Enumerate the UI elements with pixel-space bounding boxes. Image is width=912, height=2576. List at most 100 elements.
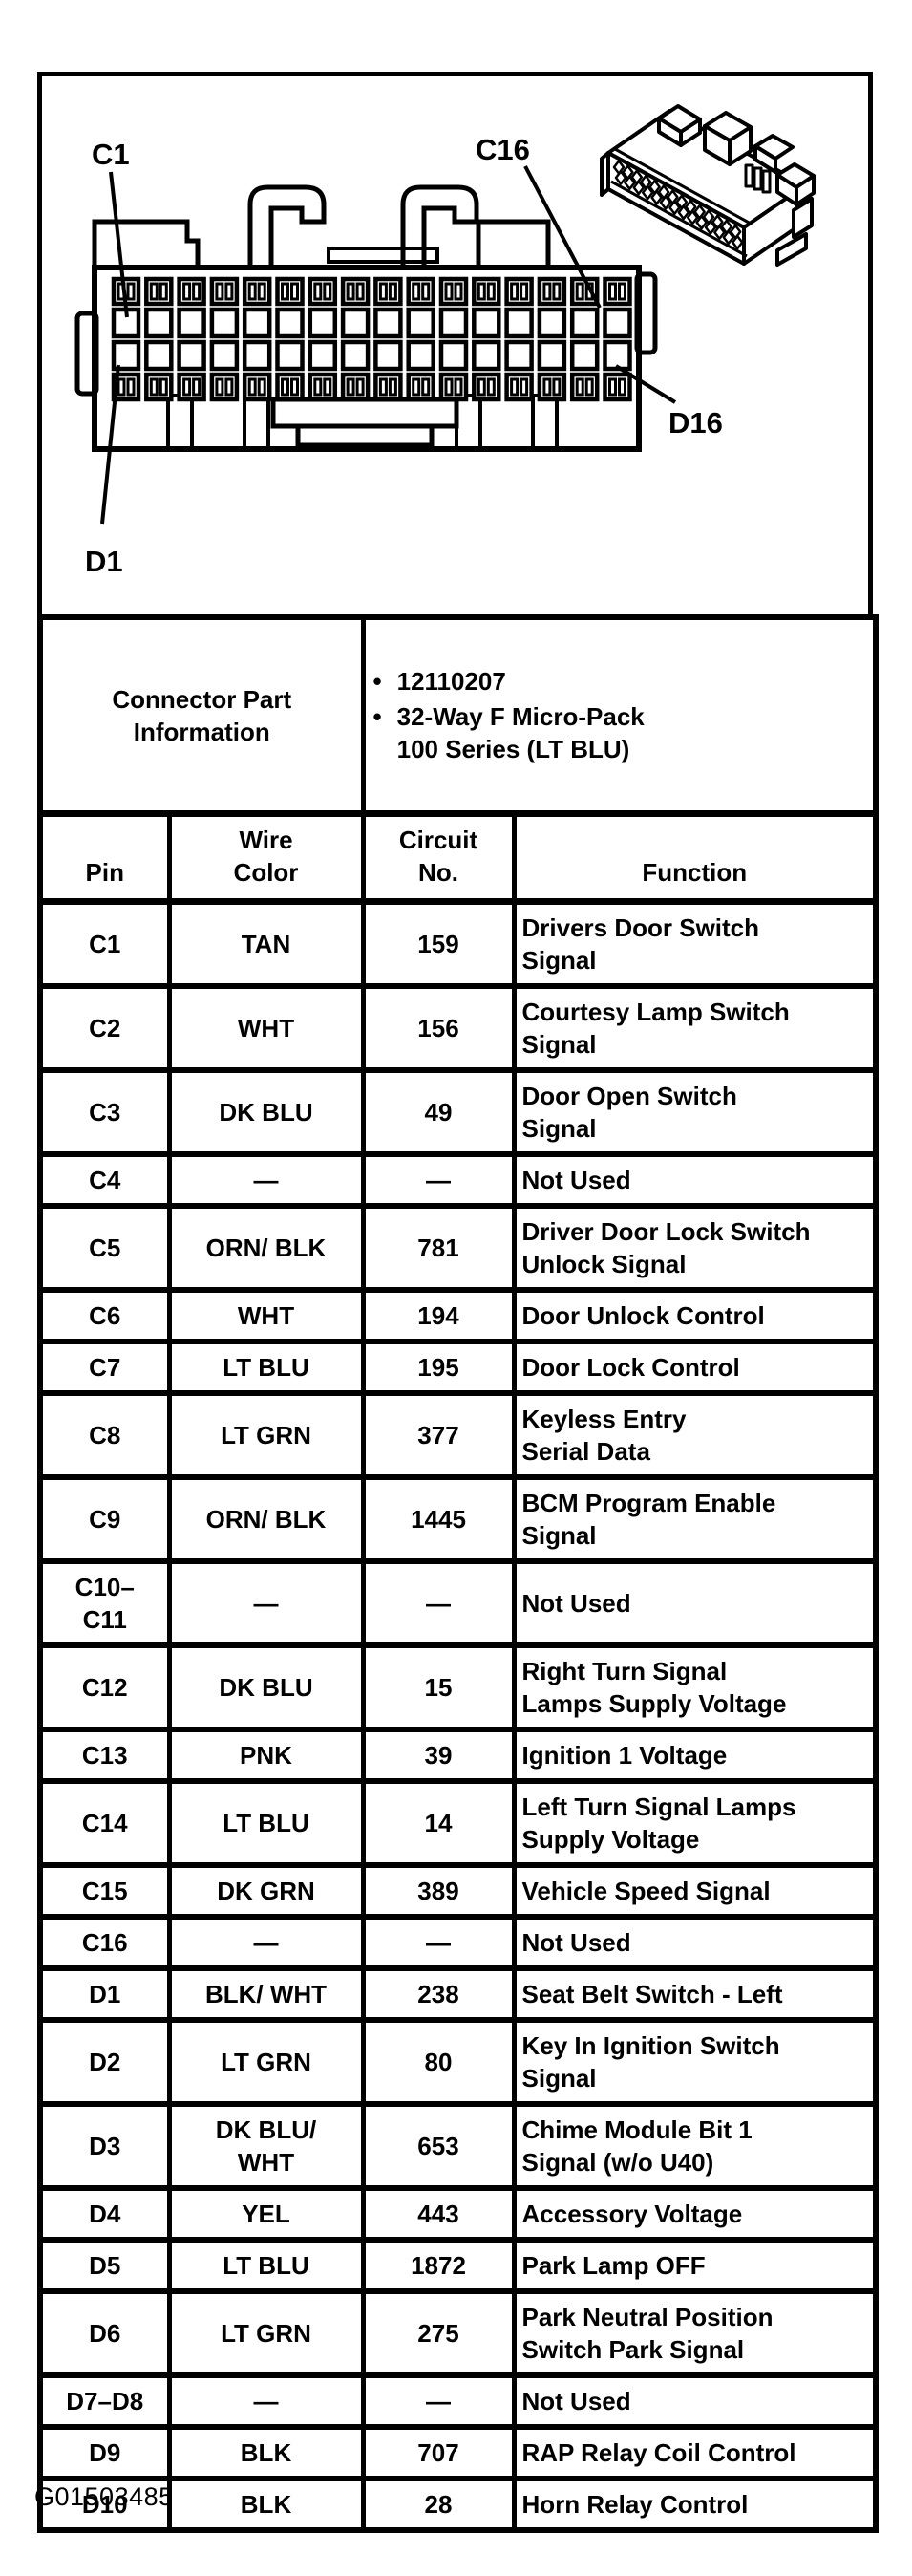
wire-color-cell: LT BLU — [166, 1339, 366, 1396]
d-row-terminal — [242, 339, 272, 372]
c-row-terminal — [569, 307, 600, 339]
bottom-slot-bar — [257, 377, 266, 397]
pin-row-D9: D9 BLK 707 RAP Relay Coil Control — [37, 2424, 879, 2481]
terminal-hole — [641, 184, 654, 201]
wire-color-cell: — — [166, 1558, 366, 1648]
connector-front-view — [74, 184, 658, 452]
pin-row-C4: C4— — Not Used — [37, 1151, 879, 1209]
pin-cell: C13 — [37, 1727, 172, 1784]
terminal-hole — [720, 219, 733, 235]
terminal-hole — [614, 170, 627, 185]
iso-clip — [753, 144, 777, 174]
d-row-terminal — [504, 339, 534, 372]
bottom-slot-bar — [355, 377, 365, 397]
housing-step-left — [92, 219, 201, 268]
terminal-hole — [684, 199, 697, 215]
housing-step-right — [476, 219, 551, 268]
c-row-terminal — [144, 307, 174, 339]
c-row-terminal — [209, 307, 240, 339]
top-slot-bar — [149, 282, 159, 301]
pin-row-C8: C8 LT GRN 377 Keyless Entry Serial Data — [37, 1390, 879, 1480]
d-row-terminal — [472, 339, 501, 372]
terminal-hole — [729, 224, 742, 240]
d-row-terminal — [569, 339, 600, 372]
function-cell: Park Lamp OFF — [511, 2237, 879, 2294]
function-cell: Key In Ignition Switch Signal — [511, 2017, 879, 2107]
wire-color-cell: LT GRN — [166, 2017, 366, 2107]
iso-side-tab — [792, 197, 814, 239]
d-row-terminal — [603, 339, 632, 372]
terminal-hole — [639, 174, 652, 190]
leader-lines — [100, 165, 677, 525]
function-cell: Not Used — [511, 2372, 879, 2430]
bottom-slot-bar — [618, 377, 626, 397]
bottom-slot-bar — [510, 377, 520, 397]
d-row-terminal — [209, 339, 240, 372]
circuit-no-cell: 156 — [360, 983, 517, 1073]
function-cell: Accessory Voltage — [511, 2185, 879, 2243]
terminal-hole — [668, 200, 681, 215]
top-slot-bar — [454, 282, 463, 301]
terminal-hole — [731, 234, 744, 250]
top-slot-bar — [290, 282, 299, 301]
circuit-no-cell: 1445 — [360, 1474, 517, 1564]
leader-c1 — [109, 171, 129, 318]
pin-cell: D9 — [37, 2424, 172, 2481]
c-row-terminal — [373, 307, 403, 339]
bottom-slot-bar — [159, 377, 168, 397]
connector-figure-box: C1 C16 D1 D16 — [37, 72, 873, 619]
bottom-slot-bar — [323, 377, 332, 397]
c-row-terminal — [603, 307, 632, 339]
pin-cell: D2 — [37, 2017, 172, 2107]
bottom-slot-bar — [552, 377, 562, 397]
iso-foot — [775, 232, 808, 267]
pin-cell: C12 — [37, 1642, 172, 1732]
pin-row-C15: C15 DK GRN 389 Vehicle Speed Signal — [37, 1862, 879, 1920]
pin-cell: C14 — [37, 1778, 172, 1868]
function-cell: Courtesy Lamp Switch Signal — [511, 983, 879, 1073]
pin-row-D6: D6 LT GRN 275 Park Neutral Position Switch … — [37, 2288, 879, 2378]
wire-color-cell: ORN/ BLK — [166, 1474, 366, 1564]
circuit-no-cell: 15 — [360, 1642, 517, 1732]
function-cell: Door Unlock Control — [511, 1287, 879, 1344]
terminal-hole — [622, 164, 634, 180]
bottom-slot-bar — [182, 377, 192, 397]
d-row-terminal — [340, 339, 371, 372]
d-row-terminal — [406, 339, 435, 372]
function-cell: BCM Program Enable Signal — [511, 1474, 879, 1564]
function-cell: Chime Module Bit 1 Signal (w/o U40) — [511, 2101, 879, 2191]
top-slot-bar — [355, 282, 365, 301]
function-cell: Door Open Switch Signal — [511, 1067, 879, 1157]
top-slot-bar — [510, 282, 520, 301]
pin-row-D5: D5 LT BLU 1872 Park Lamp OFF — [37, 2237, 879, 2294]
top-slot-bar — [552, 282, 562, 301]
function-cell: Door Lock Control — [511, 1339, 879, 1396]
pin-row-D3: D3 DK BLU/ WHT 653 Chime Module Bit 1 Signa… — [37, 2101, 879, 2191]
figure-id-caption: G01503485 — [34, 2482, 174, 2511]
wire-color-cell: LT GRN — [166, 1390, 366, 1480]
bullet-item: • 32-Way F Micro-Pack 100 Series (LT BLU) — [373, 700, 866, 765]
wire-color-cell: BLK — [166, 2476, 366, 2533]
c-row-terminal — [537, 307, 567, 339]
iso-stripe — [753, 166, 763, 191]
column-header-row: Pin Wire Color Circuit No. Function — [37, 810, 879, 905]
circuit-no-cell: 443 — [360, 2185, 517, 2243]
wire-color-cell: WHT — [166, 983, 366, 1073]
pin-cell: D4 — [37, 2185, 172, 2243]
wire-color-cell: ORN/ BLK — [166, 1203, 366, 1293]
wire-color-cell: DK BLU/ WHT — [166, 2101, 366, 2191]
top-slot-bar — [542, 282, 552, 301]
circuit-no-cell: 49 — [360, 1067, 517, 1157]
top-slot-bar — [224, 282, 234, 301]
terminal-hole — [693, 204, 706, 220]
part-info-row: Connector Part Information • 12110207 • 32-… — [37, 614, 879, 817]
wire-color-cell: DK BLU — [166, 1642, 366, 1732]
bottom-slot-bar — [247, 377, 257, 397]
pin-row-D1: D1 BLK/ WHT 238 Seat Belt Switch - Left — [37, 1965, 879, 2023]
col-header-wire-color: Wire Color — [166, 810, 366, 905]
pin-cell: C7 — [37, 1339, 172, 1396]
terminal-hole — [695, 215, 708, 230]
function-cell: Vehicle Speed Signal — [511, 1862, 879, 1920]
part-info-title: Connector Part Information — [37, 614, 366, 817]
function-cell: Left Turn Signal Lamps Supply Voltage — [511, 1778, 879, 1868]
